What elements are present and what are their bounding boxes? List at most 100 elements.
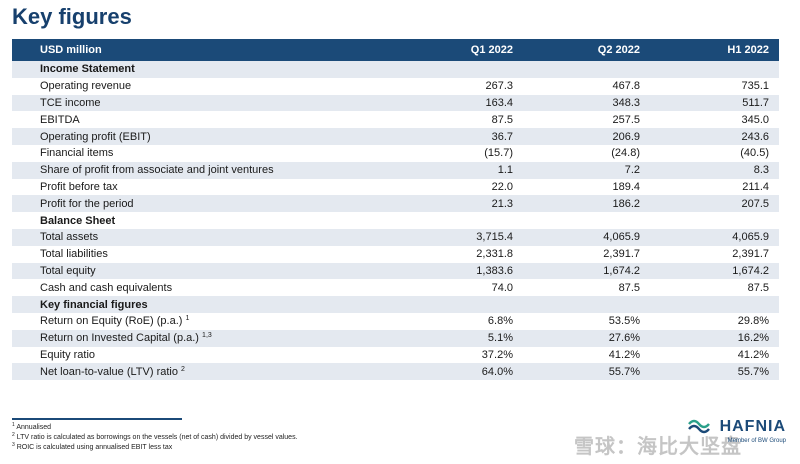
value-q1-2022: 36.7 <box>491 130 513 143</box>
row-label: Profit before tax <box>12 179 406 196</box>
row-label-text: Operating profit (EBIT) <box>40 130 151 143</box>
value-h1-2022: 207.5 <box>741 197 769 210</box>
section-header-row: Balance Sheet <box>12 212 779 229</box>
value-q1-2022: 5.1% <box>487 332 513 345</box>
table-row: TCE income 163.4 348.3 511.7 <box>12 94 779 112</box>
row-label-text: TCE income <box>40 96 101 109</box>
page-title: Key figures <box>12 4 132 29</box>
table-row: Share of profit from associate and joint… <box>12 161 779 179</box>
value-q1-2022: 1.1 <box>497 164 513 177</box>
value-q1-2022: 21.3 <box>491 197 513 210</box>
row-label-text: Equity ratio <box>40 348 96 361</box>
value-q1-2022: 64.0% <box>481 365 513 378</box>
row-label-text: Return on Invested Capital (p.a.) <box>40 332 199 345</box>
footnote-text: ROIC is calculated using annualised EBIT… <box>16 444 173 451</box>
footnote-marker: 2 <box>181 365 185 373</box>
value-h1-2022: 735.1 <box>741 80 769 93</box>
row-label: TCE income <box>12 95 406 112</box>
value-h1-2022: 16.2% <box>737 332 769 345</box>
value-q2-2022: 41.2% <box>608 348 640 361</box>
logo-area: 雪球：海比大坚盘 HAFNIA Member of BW Group <box>566 414 786 460</box>
value-q1-2022: 2,331.8 <box>476 248 513 261</box>
table-body: Income Statement Operating revenue 267.3 46… <box>12 61 779 381</box>
value-h1-2022: 345.0 <box>741 113 769 126</box>
table-row: Total liabilities 2,331.8 2,391.7 2,391.7 <box>12 245 779 263</box>
row-label-text: Financial items <box>40 147 114 160</box>
row-label-text: Share of profit from associate and joint… <box>40 164 274 177</box>
value-h1-2022: 41.2% <box>737 348 769 361</box>
table-row: Return on Equity (RoE) (p.a.) 1 6.8% 53.5%… <box>12 312 779 330</box>
row-label-text: EBITDA <box>40 113 80 126</box>
row-label: Net loan-to-value (LTV) ratio 2 <box>12 363 406 380</box>
table-row: Return on Invested Capital (p.a.) 1,3 5.1… <box>12 329 779 347</box>
footnote-marker: 1,3 <box>202 332 212 340</box>
row-label: Return on Equity (RoE) (p.a.) 1 <box>12 313 406 330</box>
row-label-text: Total equity <box>40 264 96 277</box>
value-q1-2022: (15.7) <box>484 147 513 160</box>
section-title: Balance Sheet <box>40 214 116 227</box>
value-h1-2022: 8.3 <box>753 164 769 177</box>
watermark-text: 雪球：海比大坚盘 <box>574 434 742 458</box>
row-label: Equity ratio <box>12 347 406 364</box>
header-h1-2022: H1 2022 <box>727 44 769 56</box>
table-row: Total equity 1,383.6 1,674.2 1,674.2 <box>12 262 779 280</box>
hafnia-logo: HAFNIA <box>719 418 786 435</box>
value-q2-2022: 467.8 <box>612 80 640 93</box>
footnote-number: 1 <box>12 422 15 428</box>
row-label: Financial items <box>12 145 406 162</box>
row-label: Share of profit from associate and joint… <box>12 162 406 179</box>
table-row: Profit before tax 22.0 189.4 211.4 <box>12 178 779 196</box>
value-q1-2022: 267.3 <box>485 80 513 93</box>
value-h1-2022: 55.7% <box>737 365 769 378</box>
footnote-item: 1 Annualised <box>12 423 298 433</box>
row-label: Total liabilities <box>12 246 406 263</box>
value-h1-2022: 1,674.2 <box>732 264 769 277</box>
value-q1-2022: 74.0 <box>491 281 513 294</box>
value-h1-2022: (40.5) <box>740 147 769 160</box>
row-label: Operating profit (EBIT) <box>12 128 406 145</box>
footnote-marker: 1 <box>185 315 190 323</box>
table-row: Financial items (15.7) (24.8) (40.5) <box>12 144 779 162</box>
value-q1-2022: 37.2% <box>481 348 513 361</box>
section-header-row: Income Statement <box>12 61 779 78</box>
key-figures-table-container: USD million Q1 2022 Q2 2022 H1 2022 Inco… <box>12 39 779 381</box>
value-q2-2022: 7.2 <box>624 164 640 177</box>
row-label: EBITDA <box>12 111 406 128</box>
table-row: Total assets 3,715.4 4,065.9 4,065.9 <box>12 228 779 246</box>
value-h1-2022: 211.4 <box>742 180 769 193</box>
footnote-item: 2 LTV ratio is calculated as borrowings … <box>12 433 298 443</box>
footnote-divider <box>12 418 182 420</box>
footnotes: 1 Annualised 2 LTV ratio is calculated as… <box>12 423 298 453</box>
footnote-number: 3 <box>12 442 15 448</box>
value-q2-2022: 87.5 <box>618 281 640 294</box>
footnote-text: LTV ratio is calculated as borrowings on… <box>16 434 298 441</box>
table-row: Operating revenue 267.3 467.8 735.1 <box>12 77 779 95</box>
value-q1-2022: 6.8% <box>487 315 513 328</box>
row-label-text: Profit before tax <box>40 180 118 193</box>
row-label: Profit for the period <box>12 195 406 212</box>
table-header-row: USD million Q1 2022 Q2 2022 H1 2022 <box>12 39 779 61</box>
row-label-text: Cash and cash equivalents <box>40 281 173 294</box>
row-label-text: Total assets <box>40 231 99 244</box>
hafnia-logo-subtitle: Member of BW Group <box>727 438 786 444</box>
value-q2-2022: 1,674.2 <box>603 264 640 277</box>
value-q2-2022: 257.5 <box>612 113 640 126</box>
value-q2-2022: 53.5% <box>608 315 640 328</box>
value-q2-2022: 2,391.7 <box>603 248 640 261</box>
row-label: Return on Invested Capital (p.a.) 1,3 <box>12 330 406 347</box>
value-q1-2022: 87.5 <box>491 113 513 126</box>
header-q2-2022: Q2 2022 <box>597 44 640 56</box>
table-row: Equity ratio 37.2% 41.2% 41.2% <box>12 346 779 364</box>
value-q2-2022: 348.3 <box>612 96 640 109</box>
value-h1-2022: 29.8% <box>737 315 769 328</box>
value-q2-2022: 189.4 <box>612 180 640 193</box>
value-q1-2022: 3,715.4 <box>476 231 513 244</box>
value-q1-2022: 1,383.6 <box>476 264 513 277</box>
value-h1-2022: 4,065.9 <box>732 231 769 244</box>
key-figures-table: USD million Q1 2022 Q2 2022 H1 2022 Inco… <box>12 39 779 381</box>
header-label-column: USD million <box>40 44 102 56</box>
row-label: Operating revenue <box>12 78 406 95</box>
table-row: EBITDA 87.5 257.5 345.0 <box>12 111 779 129</box>
table-row: Cash and cash equivalents 74.0 87.5 87.5 <box>12 279 779 297</box>
table-row: Profit for the period 21.3 186.2 207.5 <box>12 195 779 213</box>
